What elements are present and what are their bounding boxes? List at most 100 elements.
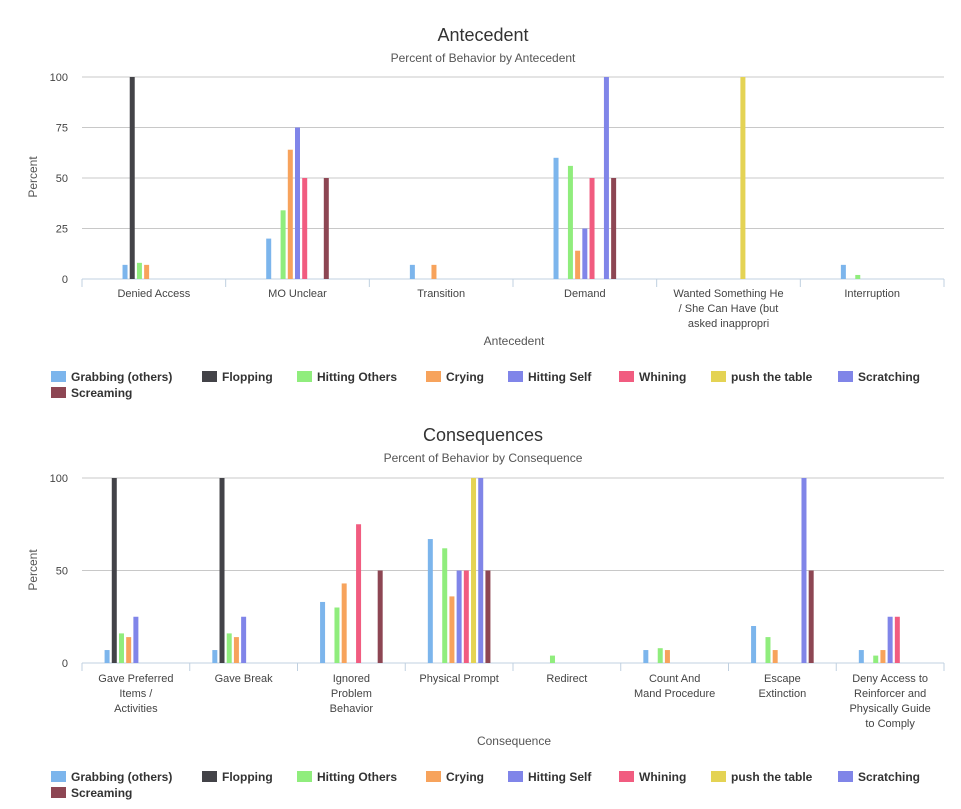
bar-hitting-self <box>456 570 462 663</box>
y-tick-label: 75 <box>56 123 68 135</box>
legend-swatch <box>619 371 634 382</box>
legend-swatch <box>51 387 66 398</box>
bar-grabbing-others <box>122 264 128 279</box>
legend: Grabbing (others) Flopping Hitting Others C… <box>51 370 920 400</box>
bar-scratching <box>478 478 484 663</box>
legend-swatch <box>426 771 441 782</box>
legend-swatch <box>508 771 523 782</box>
legend-label: Screaming <box>71 386 132 400</box>
x-tick-label: Deny Access to Reinforcer and Physically G… <box>849 673 930 730</box>
bar-crying <box>233 637 239 663</box>
bar-screaming <box>611 178 617 279</box>
y-tick-label: 100 <box>50 72 68 84</box>
legend-label: Hitting Others <box>317 370 397 384</box>
legend-item-scratching: Scratching <box>838 770 920 784</box>
bar-grabbing-others <box>643 650 649 663</box>
bar-crying <box>449 596 455 663</box>
bar-crying <box>431 264 437 279</box>
bar-hitting-others <box>567 165 573 279</box>
legend-item-hitting-self: Hitting Self <box>508 370 592 384</box>
legend-label: Flopping <box>222 370 273 384</box>
bar-hitting-others <box>136 262 142 279</box>
antecedent-chart: Antecedent Percent of Behavior by Antece… <box>26 25 945 400</box>
bar-hitting-others <box>280 210 286 279</box>
legend-swatch <box>508 371 523 382</box>
legend-item-whining: Whining <box>619 370 686 384</box>
y-axis-title: Percent <box>26 549 40 591</box>
chart-title: Consequences <box>423 425 543 445</box>
legend-item-push-the-table: push the table <box>711 770 813 784</box>
legend-swatch <box>297 771 312 782</box>
bar-hitting-self <box>241 616 247 663</box>
y-tick-label: 0 <box>62 658 68 670</box>
bar-grabbing-others <box>427 539 433 663</box>
x-tick-label: MO Unclear <box>268 288 327 300</box>
x-tick-label: Physical Prompt <box>419 673 498 685</box>
bar-crying <box>287 149 293 279</box>
bar-flopping <box>111 478 117 663</box>
bar-hitting-others <box>873 655 879 663</box>
legend-swatch <box>838 371 853 382</box>
bar-hitting-others <box>549 655 555 663</box>
bar-grabbing-others <box>320 601 326 663</box>
y-tick-label: 100 <box>50 473 68 485</box>
bar-hitting-self <box>582 228 588 279</box>
bar-hitting-others <box>226 633 232 663</box>
bar-screaming <box>323 178 329 279</box>
legend-label: Crying <box>446 370 484 384</box>
legend-swatch <box>51 787 66 798</box>
x-tick-label: Count And Mand Procedure <box>634 673 715 700</box>
consequences-chart: Consequences Percent of Behavior by Cons… <box>26 425 945 800</box>
legend-swatch <box>426 371 441 382</box>
bar-hitting-self <box>133 616 139 663</box>
bar-crying <box>772 650 778 663</box>
legend-label: Flopping <box>222 770 273 784</box>
x-tick-label: Gave Preferred Items / Activities <box>98 673 173 715</box>
bar-whining <box>589 178 595 279</box>
bar-crying <box>880 650 886 663</box>
x-tick-label: Denied Access <box>117 288 190 300</box>
legend-swatch <box>619 771 634 782</box>
bar-hitting-others <box>118 633 124 663</box>
bar-push-the-table <box>471 478 477 663</box>
bar-grabbing-others <box>266 238 272 279</box>
y-tick-label: 50 <box>56 566 68 578</box>
legend-swatch <box>297 371 312 382</box>
bar-scratching <box>603 77 609 279</box>
bar-hitting-self <box>887 616 893 663</box>
bar-flopping <box>219 478 225 663</box>
legend-label: Crying <box>446 770 484 784</box>
y-tick-label: 0 <box>62 274 68 286</box>
legend-label: Hitting Self <box>528 770 592 784</box>
bar-crying <box>144 264 150 279</box>
legend-label: Scratching <box>858 370 920 384</box>
legend-item-screaming: Screaming <box>51 786 132 800</box>
chart-subtitle: Percent of Behavior by Antecedent <box>391 51 576 65</box>
bar-hitting-others <box>334 607 340 663</box>
y-tick-label: 50 <box>56 173 68 185</box>
x-tick-label: Redirect <box>546 673 587 685</box>
legend-label: Hitting Self <box>528 370 592 384</box>
x-axis-title: Antecedent <box>484 334 545 348</box>
legend-item-hitting-self: Hitting Self <box>508 770 592 784</box>
x-tick-label: Ignored Problem Behavior <box>330 673 374 715</box>
y-axis-title: Percent <box>26 156 40 198</box>
bar-grabbing-others <box>858 650 864 663</box>
bar-grabbing-others <box>751 626 757 663</box>
legend-item-screaming: Screaming <box>51 386 132 400</box>
bar-grabbing-others <box>553 157 559 279</box>
legend-label: Hitting Others <box>317 770 397 784</box>
bar-screaming <box>808 570 814 663</box>
plot-area: 0 50 100 Gave Preferred Items / Activities Gav… <box>50 473 945 730</box>
legend: Grabbing (others) Flopping Hitting Others C… <box>51 770 920 800</box>
legend-item-grabbing-others: Grabbing (others) <box>51 370 172 384</box>
legend-item-scratching: Scratching <box>838 370 920 384</box>
legend-label: Whining <box>639 770 686 784</box>
legend-swatch <box>711 371 726 382</box>
bar-whining <box>894 616 900 663</box>
bar-grabbing-others <box>409 264 415 279</box>
bar-crying <box>126 637 132 663</box>
legend-label: Grabbing (others) <box>71 770 172 784</box>
bar-crying <box>664 650 670 663</box>
